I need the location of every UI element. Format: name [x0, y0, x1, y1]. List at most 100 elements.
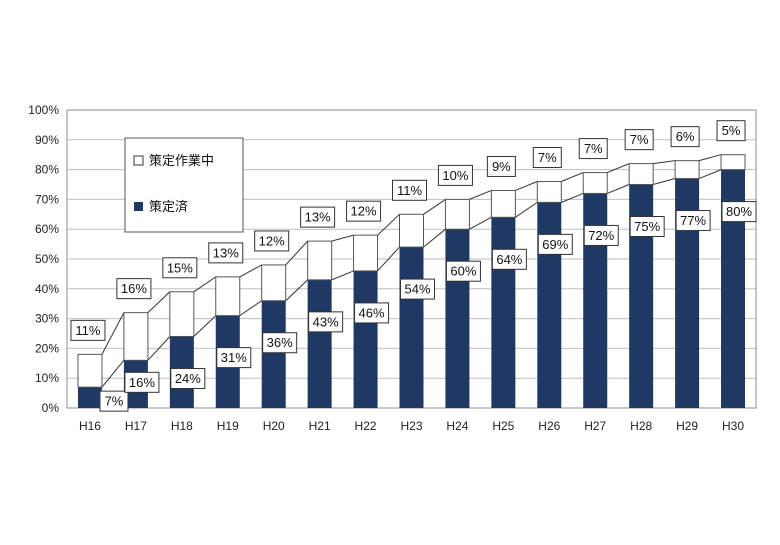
- data-label-in-progress-box: [346, 200, 382, 222]
- connector-line-total: [101, 312, 125, 355]
- data-label-done-box: [99, 390, 129, 412]
- data-label-done: 69%: [537, 233, 573, 255]
- bar-in-progress: [353, 234, 379, 272]
- data-label-done-box: [124, 371, 160, 393]
- data-label-in-progress: 7%: [532, 147, 562, 169]
- bar-in-progress: [582, 172, 608, 194]
- data-label-done-box: [721, 201, 757, 223]
- bar-in-progress: [628, 163, 654, 185]
- y-tick-label: 90%: [35, 133, 59, 147]
- bar-in-progress: [169, 291, 195, 337]
- data-label-done-text: 64%: [496, 252, 522, 267]
- legend-label: 策定作業中: [149, 153, 214, 168]
- bar-done: [261, 300, 286, 408]
- data-label-done: 31%: [216, 347, 252, 369]
- connector-line-done: [147, 336, 171, 361]
- connector-line-total: [698, 154, 722, 162]
- bar-in-progress: [215, 276, 241, 317]
- data-label-done-text: 46%: [359, 305, 385, 320]
- y-tick-label: 0%: [42, 401, 60, 415]
- x-tick-label: H27: [584, 419, 606, 433]
- bar-done: [77, 387, 102, 408]
- connector-line-done: [377, 246, 400, 272]
- connector-line-done: [469, 216, 492, 230]
- x-tick-label: H22: [355, 419, 377, 433]
- data-label-in-progress-text: 15%: [167, 260, 193, 275]
- data-label-in-progress-text: 13%: [213, 245, 239, 260]
- data-label-in-progress-text: 11%: [75, 323, 100, 338]
- connector-line-total: [423, 198, 446, 215]
- data-label-in-progress-box: [208, 242, 244, 264]
- connector-line-total: [607, 163, 630, 174]
- data-label-in-progress: 6%: [670, 126, 700, 148]
- data-label-done-text: 54%: [404, 282, 430, 297]
- label-layer: 7% 16% 24% 31% 36% 43% 46% 54% 60% 64% 69% 72% 75% 77…: [70, 120, 757, 412]
- connector-line-done: [607, 184, 630, 194]
- bar-in-progress: [261, 264, 287, 302]
- bar-in-progress: [77, 353, 103, 388]
- legend-swatch-in-progress: [133, 155, 144, 166]
- data-label-in-progress-box: [70, 319, 106, 341]
- data-label-done-text: 80%: [726, 204, 752, 219]
- data-label-in-progress-text: 6%: [676, 129, 695, 144]
- data-label-in-progress-text: 7%: [584, 141, 603, 156]
- connector-line-total: [239, 264, 262, 278]
- data-label-in-progress: 15%: [162, 257, 198, 279]
- bar-in-progress: [720, 154, 746, 171]
- bar-in-progress: [536, 181, 562, 203]
- x-tick-label: H29: [676, 419, 698, 433]
- data-label-in-progress-box: [624, 129, 654, 151]
- bar-in-progress: [490, 189, 516, 218]
- connector-line-done: [423, 228, 446, 248]
- y-tick-label: 50%: [35, 252, 59, 266]
- data-label-in-progress: 13%: [300, 206, 336, 228]
- data-label-done-box: [491, 248, 527, 270]
- connector-line-total: [515, 181, 538, 191]
- data-label-in-progress-text: 11%: [397, 183, 422, 198]
- data-label-done: 64%: [491, 248, 527, 270]
- data-label-in-progress: 13%: [208, 242, 244, 264]
- data-label-in-progress: 7%: [578, 138, 608, 160]
- data-label-in-progress: 12%: [346, 200, 382, 222]
- data-label-done: 16%: [124, 371, 160, 393]
- x-tick-label: H20: [263, 419, 285, 433]
- bar-done: [537, 202, 562, 408]
- legend-swatch-done: [134, 202, 143, 211]
- data-label-in-progress: 11%: [70, 319, 106, 341]
- data-label-in-progress-box: [437, 164, 473, 186]
- x-tick-label: H28: [630, 419, 652, 433]
- connector-line-done: [239, 300, 262, 317]
- connector-line-total: [285, 240, 309, 266]
- bar-done: [307, 279, 332, 408]
- connector-line-done: [101, 360, 125, 388]
- connector-line-done: [515, 201, 538, 218]
- x-tick-label: H24: [446, 419, 468, 433]
- data-label-in-progress-text: 5%: [722, 123, 741, 138]
- connector-line-total: [377, 213, 400, 236]
- bar-done: [445, 229, 470, 408]
- data-label-in-progress-text: 16%: [121, 281, 147, 296]
- data-label-in-progress: 12%: [254, 230, 290, 252]
- connector-layer: [101, 154, 722, 388]
- connector-line-done: [193, 315, 217, 337]
- data-label-done-text: 77%: [680, 213, 706, 228]
- connector-line-total: [331, 234, 354, 242]
- axis-layer: 0% 10% 20% 30% 40% 50% 60% 70% 80% 90% 100% H16 H17 H…: [28, 103, 757, 433]
- bar-in-progress: [444, 198, 470, 230]
- data-label-done: 7%: [99, 390, 129, 412]
- legend-box: [124, 137, 244, 233]
- data-label-done-box: [445, 260, 481, 282]
- connector-line-total: [653, 160, 676, 165]
- data-label-in-progress-box: [486, 155, 516, 177]
- data-label-done-text: 7%: [105, 394, 124, 409]
- connector-line-done: [561, 192, 584, 203]
- connector-line-total: [561, 172, 584, 182]
- x-tick-label: H21: [309, 419, 331, 433]
- data-label-in-progress: 10%: [437, 164, 473, 186]
- data-label-done: 60%: [445, 260, 481, 282]
- x-tick-label: H16: [79, 419, 101, 433]
- data-label-done: 75%: [629, 216, 665, 237]
- bar-done: [353, 270, 378, 408]
